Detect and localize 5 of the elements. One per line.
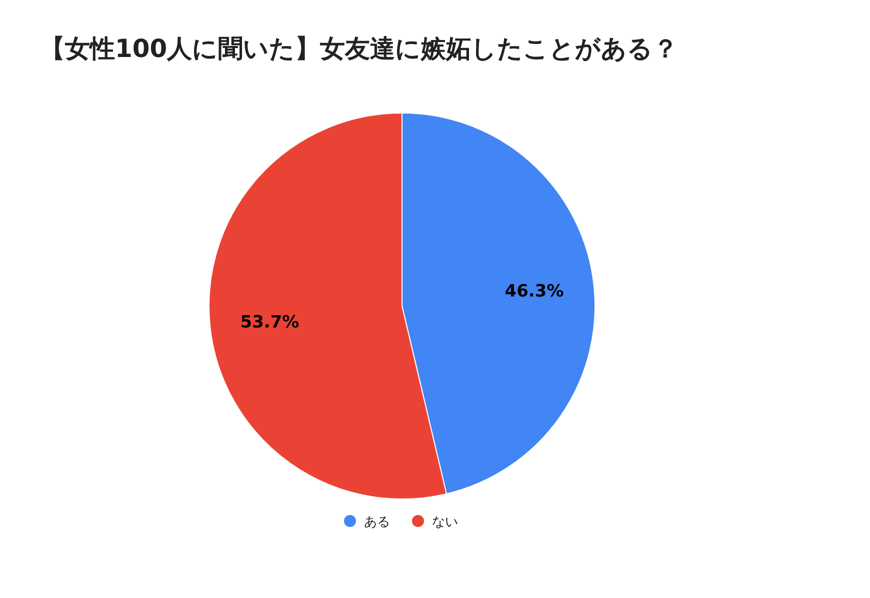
data-label: 46.3% [504, 282, 564, 302]
data-label: 53.7% [240, 312, 300, 332]
legend-label: ある [364, 515, 390, 530]
chart-title: 【女性100人に聞いた】女友達に嫉妬したことがある？ [40, 34, 678, 63]
legend-label: ない [432, 515, 458, 530]
